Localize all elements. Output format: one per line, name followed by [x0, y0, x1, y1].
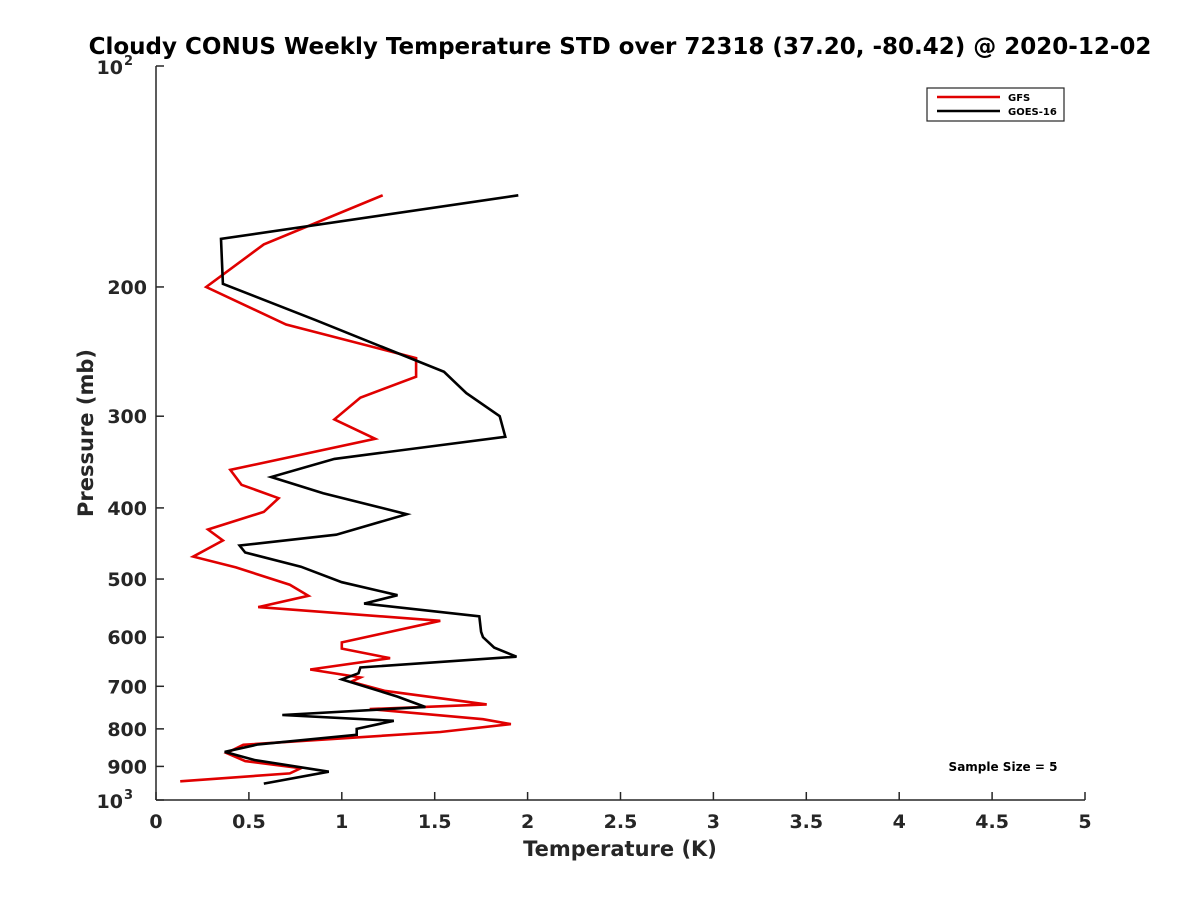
y-tick-exponent: 3	[124, 788, 133, 803]
y-tick-exponent: 2	[124, 54, 133, 69]
x-tick-label: 1.5	[418, 811, 452, 833]
y-tick-label: 600	[107, 627, 147, 649]
y-axis-label: Pressure (mb)	[74, 349, 98, 517]
x-tick-label: 2.5	[604, 811, 638, 833]
y-tick-label: 700	[107, 676, 147, 698]
x-tick-label: 3.5	[789, 811, 823, 833]
y-tick-label: 300	[107, 406, 147, 428]
y-tick-label: 10	[97, 57, 123, 79]
x-tick-label: 2	[521, 811, 534, 833]
x-tick-label: 4	[893, 811, 906, 833]
legend: GFS GOES-16	[927, 88, 1064, 121]
series-layer	[180, 195, 518, 783]
x-tick-label: 1	[335, 811, 348, 833]
x-tick-label: 4.5	[975, 811, 1009, 833]
x-tick-label: 0.5	[232, 811, 266, 833]
legend-label-goes16: GOES-16	[1008, 107, 1057, 118]
x-tick-label: 0	[149, 811, 162, 833]
series-line-gfs	[180, 195, 511, 781]
legend-label-gfs: GFS	[1008, 93, 1030, 104]
sample-size-annotation: Sample Size = 5	[949, 760, 1058, 774]
x-axis-label: Temperature (K)	[523, 837, 717, 861]
axes	[156, 66, 1085, 800]
x-tick-label: 3	[707, 811, 720, 833]
y-tick-label: 800	[107, 719, 147, 741]
y-tick-label: 900	[107, 756, 147, 778]
y-tick-label: 500	[107, 569, 147, 591]
chart-title: Cloudy CONUS Weekly Temperature STD over…	[89, 34, 1152, 60]
x-ticks: 0 0.5 1 1.5 2 2.5 3 3.5 4 4.5 5	[149, 792, 1091, 833]
series-line-goes16	[221, 195, 518, 783]
y-tick-label: 200	[107, 277, 147, 299]
x-tick-label: 5	[1078, 811, 1091, 833]
y-tick-label: 400	[107, 498, 147, 520]
y-tick-label: 10	[97, 791, 123, 813]
